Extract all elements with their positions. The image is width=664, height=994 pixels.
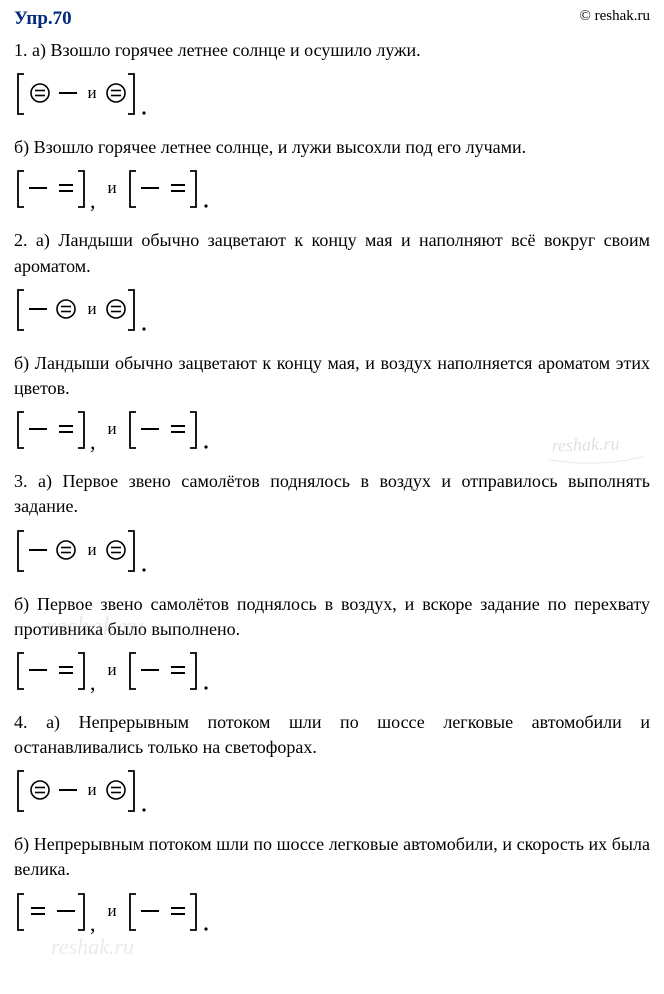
scheme-4b: ,и (14, 891, 650, 935)
exercise-title: Упр.70 (14, 8, 650, 30)
svg-text:,: , (90, 911, 96, 935)
svg-text:и: и (87, 540, 96, 559)
item-label: б) (14, 137, 29, 157)
item-label: 3. а) (14, 471, 52, 491)
item-label: б) (14, 834, 29, 854)
item-text: Ландыши обычно зацветают к концу мая и н… (14, 230, 650, 275)
item-text: Ландыши обычно зацветают к концу мая, и … (14, 353, 650, 398)
item-text: Непрерывным потоком шли по шоссе легковы… (14, 834, 650, 879)
item-label: 1. а) (14, 40, 46, 60)
item-label: б) (14, 353, 29, 373)
svg-text:и: и (87, 780, 96, 799)
item-text: Непрерывным потоком шли по шоссе легковы… (14, 712, 650, 757)
svg-text:,: , (90, 670, 96, 694)
item-3a: 3. а) Первое звено самолётов поднялось в… (14, 469, 650, 519)
svg-text:reshak.ru: reshak.ru (51, 934, 134, 959)
scheme-2a: и (14, 287, 650, 335)
scheme-1b: ,и (14, 168, 650, 212)
svg-text:и: и (87, 83, 96, 102)
item-2a: 2. а) Ландыши обычно зацветают к концу м… (14, 228, 650, 278)
item-4a: 4. а) Непрерывным потоком шли по шоссе л… (14, 710, 650, 760)
item-3b: б) Первое звено самолётов поднялось в во… (14, 592, 650, 642)
svg-text:,: , (90, 188, 96, 212)
svg-text:и: и (107, 660, 116, 679)
scheme-3a: и (14, 528, 650, 576)
item-text: Первое звено самолётов поднялось в возду… (14, 471, 650, 516)
item-1a: 1. а) Взошло горячее летнее солнце и осу… (14, 38, 650, 63)
scheme-1a: и (14, 71, 650, 119)
item-4b: б) Непрерывным потоком шли по шоссе легк… (14, 832, 650, 882)
item-2b: б) Ландыши обычно зацветают к концу мая,… (14, 351, 650, 401)
scheme-2b: ,и (14, 409, 650, 453)
item-text: Взошло горячее летнее солнце, и лужи выс… (34, 137, 526, 157)
item-text: Первое звено самолётов поднялось в возду… (14, 594, 650, 639)
item-label: 4. а) (14, 712, 60, 732)
svg-text:и: и (87, 299, 96, 318)
scheme-3b: ,и (14, 650, 650, 694)
item-label: 2. а) (14, 230, 50, 250)
svg-text:и: и (107, 901, 116, 920)
scheme-4a: и (14, 768, 650, 816)
copyright-label: © reshak.ru (579, 8, 650, 25)
item-label: б) (14, 594, 29, 614)
svg-text:,: , (90, 429, 96, 453)
svg-text:и: и (107, 419, 116, 438)
svg-text:и: и (107, 178, 116, 197)
item-text: Взошло горячее летнее солнце и осушило л… (50, 40, 420, 60)
item-1b: б) Взошло горячее летнее солнце, и лужи … (14, 135, 650, 160)
